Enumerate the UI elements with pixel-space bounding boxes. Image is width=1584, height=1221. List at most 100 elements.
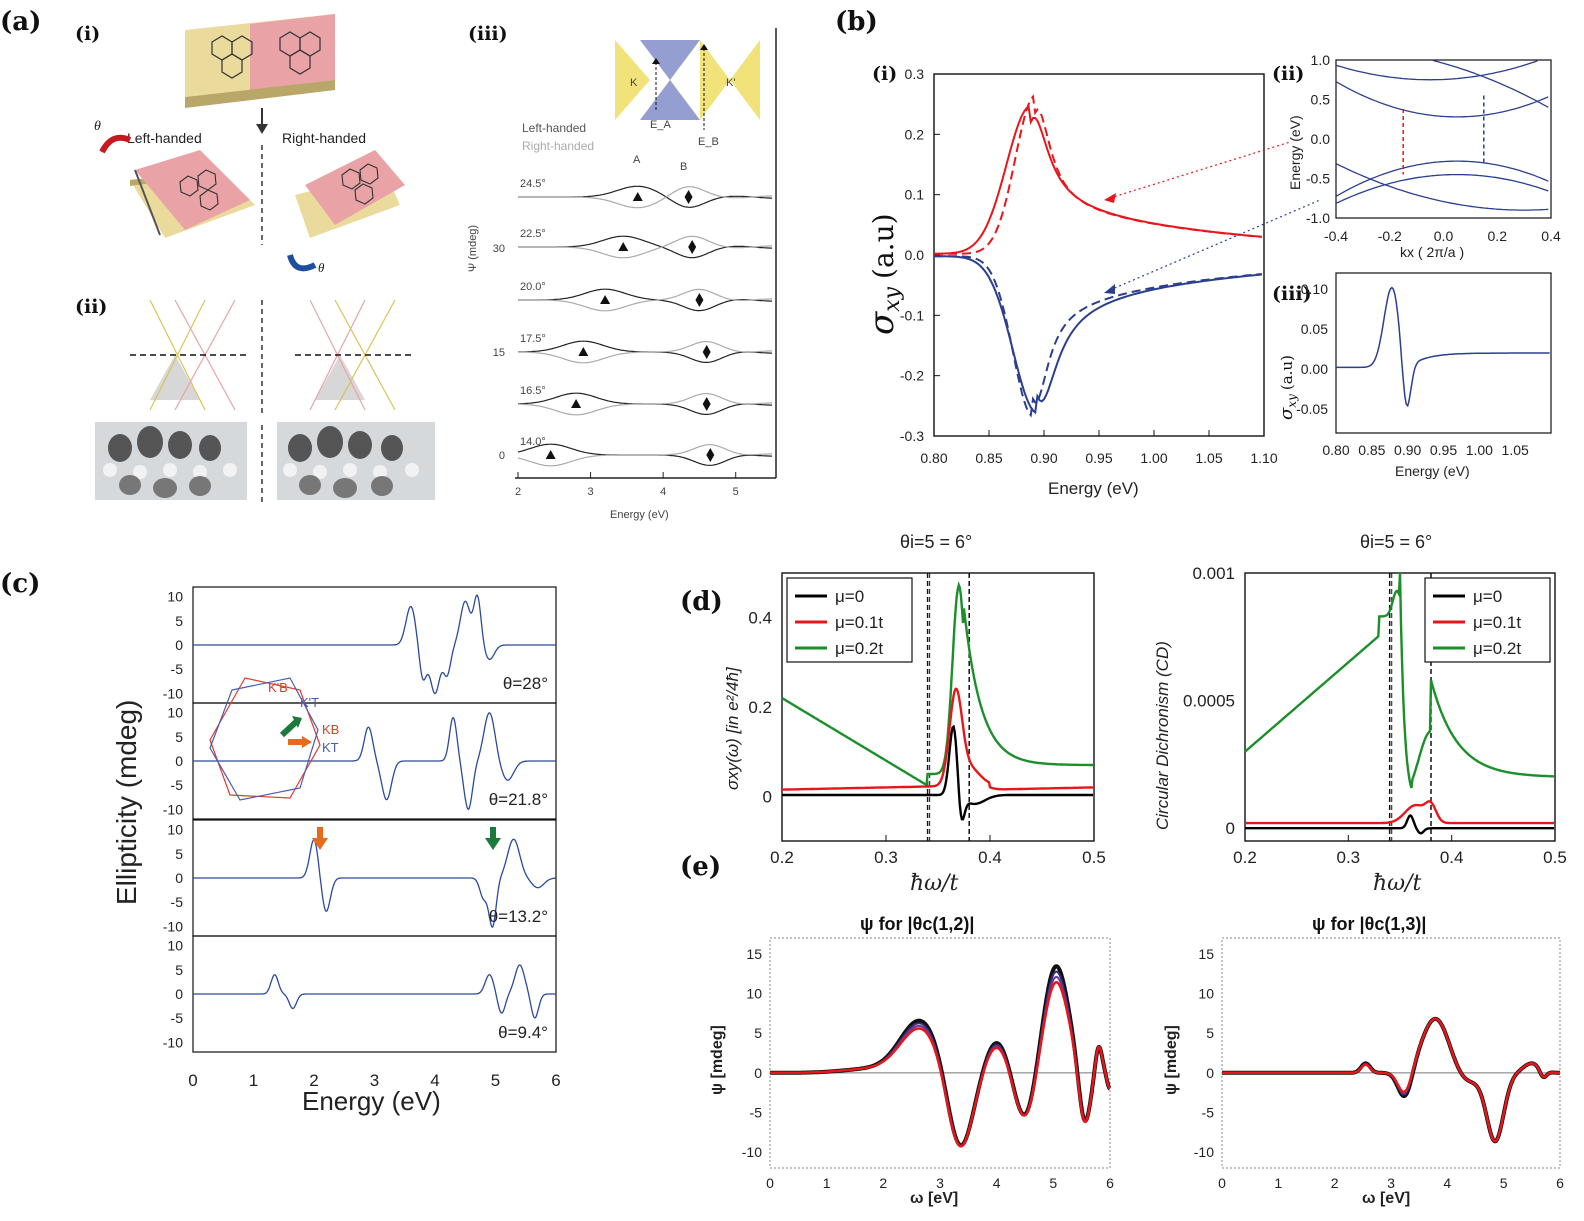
x-tick-label: 2 <box>1331 1175 1339 1191</box>
x-tick-label: 3 <box>936 1175 944 1191</box>
y-tick-label: -0.3 <box>900 428 924 444</box>
legend-entry: μ=0 <box>835 587 864 606</box>
panel-b-ii-xlabel: kx ( 2π/a ) <box>1400 244 1464 260</box>
psi-curves: 24.5° 22.5° 20.0° 17.5° 16.5° 14.0° <box>517 178 772 467</box>
x-tick-label: 0.85 <box>975 450 1002 466</box>
y-tick-label: 0 <box>175 870 183 886</box>
psi-curve <box>1222 1016 1560 1144</box>
angle-label: 20.0° <box>520 281 546 293</box>
panel-b-iii-xlabel: Energy (eV) <box>1395 463 1470 479</box>
x-tick-label: 0 <box>766 1175 774 1191</box>
theta-right-label: θ <box>318 260 325 275</box>
connector-red-arrowhead <box>1104 193 1116 203</box>
panel-a-label: (a) <box>0 7 41 37</box>
y-tick-label: -10 <box>163 1034 183 1050</box>
peak-marker-arrows <box>312 827 501 850</box>
y-tick-label: 5 <box>754 1025 762 1041</box>
y-tick-label: 10 <box>1198 986 1214 1002</box>
band-line <box>1335 160 1549 197</box>
panel-d-left-title: θi=5 = 6° <box>900 532 972 552</box>
x-tick-label: 1 <box>249 1071 258 1090</box>
y-tick-label: 0 <box>175 637 183 653</box>
panel-a-iii-ylabel: Ψ (mdeg) <box>467 225 479 272</box>
panel-d-right-title: θi=5 = 6° <box>1360 532 1432 552</box>
panel-c-label: (c) <box>0 569 40 599</box>
diamond-marker <box>706 448 715 462</box>
y-tick-label: 0 <box>763 787 772 806</box>
blue-dashed-curve <box>934 255 1262 418</box>
green-series-line <box>781 581 1093 787</box>
x-tick-label: 0.3 <box>874 848 898 867</box>
angle-label: 16.5° <box>520 385 546 397</box>
connector-blue-arrowhead <box>1104 284 1115 294</box>
panel-e: (e) ψ for |θc(1,2)| ψ for |θc(1,3)| 0 1 2 3… <box>680 852 1564 1207</box>
panel-c: (c) 1050-5-10θ=28°1050-5-10θ=21.8°1050-5… <box>0 569 561 1116</box>
x-tick-label: 0.95 <box>1085 450 1112 466</box>
panel-b-i-label: (i) <box>872 63 897 85</box>
angle-label: 17.5° <box>520 333 546 345</box>
x-tick-label: 0.90 <box>1030 450 1057 466</box>
panel-b-iii-label: (iii) <box>1272 283 1312 305</box>
orbital-structure-left <box>95 422 247 500</box>
black-series-line <box>1245 814 1554 835</box>
psi-12-plot: 0 1 2 3 4 5 6 15 10 5 0 -5 -10 <box>742 937 1114 1191</box>
hexagon-lattice-icon <box>211 31 321 79</box>
right-handed-curve <box>518 186 772 209</box>
x-tick-label: 1.05 <box>1502 442 1529 458</box>
y-tick-label: -10 <box>163 801 183 817</box>
rotation-arrow-left-icon <box>99 134 132 154</box>
peak-label-a: A <box>633 154 641 166</box>
band-line <box>1335 163 1549 211</box>
x-tick-label: 6 <box>1106 1175 1114 1191</box>
y-tick-label: 0.2 <box>748 698 772 717</box>
ellipticity-subplots: 1050-5-10θ=28°1050-5-10θ=21.8°1050-5-10θ… <box>163 586 561 1090</box>
panel-b-ii-ylabel: Energy (eV) <box>1287 115 1303 190</box>
y-tick-label: 10 <box>167 938 183 954</box>
y-tick-label: 1.0 <box>1311 52 1331 68</box>
x-tick-label: 1.00 <box>1140 450 1167 466</box>
psi-curve <box>1222 1017 1560 1143</box>
x-tick-label: 1.10 <box>1250 450 1277 466</box>
x-tick-label: 0.2 <box>1488 228 1508 244</box>
panel-d-left-ylabel: σxy(ω) [in e²/4ħ] <box>723 666 742 790</box>
panel-b-i-xlabel: Energy (eV) <box>1048 479 1139 498</box>
y-tick-label: 0.3 <box>905 66 925 82</box>
angle-label: 14.0° <box>520 436 546 448</box>
y-tick-label: 5 <box>175 729 183 745</box>
right-handed-label: Right-handed <box>282 130 366 146</box>
angle-label: 24.5° <box>520 178 546 190</box>
peak-label-b: B <box>680 161 687 173</box>
right-handed-curve <box>517 444 772 467</box>
right-handed-curve <box>518 393 772 416</box>
left-handed-label: Left-handed <box>127 130 202 146</box>
y-tick-label: 0 <box>1206 1065 1214 1081</box>
psi-curve <box>770 964 1112 1148</box>
theta-left-label: θ <box>94 119 101 134</box>
x-tick-label: 2 <box>515 486 521 498</box>
panel-d-left-xlabel: ħω/t <box>910 871 959 896</box>
y-tick-label: -1.0 <box>1306 210 1330 226</box>
right-handed-curve <box>518 288 772 312</box>
x-tick-label: 3 <box>370 1071 379 1090</box>
panel-e-left-xlabel: ω [eV] <box>910 1190 958 1207</box>
red-solid-curve <box>934 104 1262 255</box>
x-tick-label: 0.90 <box>1394 442 1421 458</box>
panel-e-left-title: ψ for |θc(1,2)| <box>860 914 974 934</box>
panel-e-right-title: ψ for |θc(1,3)| <box>1312 914 1426 934</box>
y-tick-label: 5 <box>175 846 183 862</box>
angle-label: θ=21.8° <box>489 790 548 809</box>
y-tick-label: -10 <box>163 918 183 934</box>
y-tick-label: 0.4 <box>748 609 772 628</box>
red-series-line <box>1245 800 1554 825</box>
panel-a-iii-xlabel: Energy (eV) <box>610 509 669 521</box>
diamond-marker <box>702 345 711 359</box>
y-tick-label: 15 <box>746 946 762 962</box>
x-tick-label: 6 <box>1556 1175 1564 1191</box>
y-tick-label: -0.5 <box>1306 171 1330 187</box>
bilayer-top-sheet <box>185 14 335 108</box>
bz-label-kt: KT <box>322 740 339 755</box>
y-tick-label: -10 <box>742 1144 762 1160</box>
legend-entry: μ=0.1t <box>1473 613 1521 632</box>
triangle-marker <box>571 399 582 408</box>
y-tick-label: -5 <box>171 1010 184 1026</box>
